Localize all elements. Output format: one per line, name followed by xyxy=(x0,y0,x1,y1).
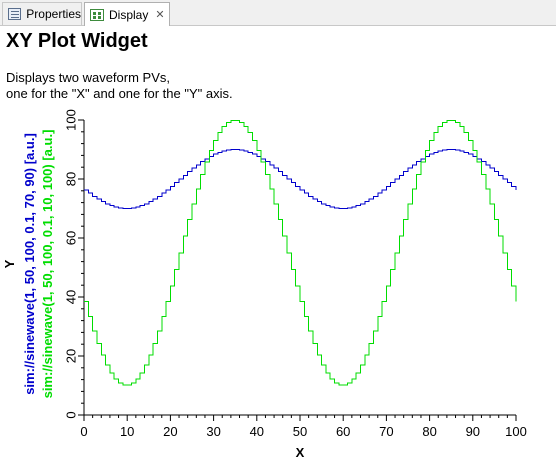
x-tick-label: 20 xyxy=(163,424,177,439)
display-icon xyxy=(90,8,104,21)
widget-description: Displays two waveform PVs, one for the "… xyxy=(6,70,233,102)
y-tick-label: 40 xyxy=(64,290,79,304)
x-axis-label: X xyxy=(296,445,305,460)
description-line-1: Displays two waveform PVs, xyxy=(6,70,170,85)
series-line-green xyxy=(84,119,517,386)
properties-icon xyxy=(8,8,22,20)
x-tick-label: 70 xyxy=(379,424,393,439)
y-axis-label: Y xyxy=(2,259,17,268)
x-tick-label: 100 xyxy=(505,424,527,439)
series-label-blue: sim://sinewave(1, 50, 100, 0.1, 70, 90) … xyxy=(22,133,37,395)
tab-properties-label: Properties xyxy=(26,7,81,21)
x-tick-label: 40 xyxy=(250,424,264,439)
tab-display-label: Display xyxy=(109,7,149,22)
series-line-blue xyxy=(84,149,517,209)
y-tick-label: 60 xyxy=(64,231,79,245)
tab-display[interactable]: Display ✕ xyxy=(84,2,170,26)
x-tick-label: 80 xyxy=(422,424,436,439)
x-tick-label: 30 xyxy=(206,424,220,439)
description-line-2: one for the "X" and one for the "Y" axis… xyxy=(6,86,233,101)
x-tick-label: 90 xyxy=(466,424,480,439)
tab-bar: Properties Display ✕ xyxy=(0,0,556,26)
y-tick-label: 100 xyxy=(64,109,79,131)
x-tick-label: 10 xyxy=(120,424,134,439)
tab-properties[interactable]: Properties xyxy=(2,2,82,25)
x-tick-label: 0 xyxy=(80,424,87,439)
y-tick-label: 20 xyxy=(64,349,79,363)
y-tick-label: 0 xyxy=(64,411,79,418)
x-tick-label: 50 xyxy=(293,424,307,439)
page-title: XY Plot Widget xyxy=(6,30,148,52)
close-icon[interactable]: ✕ xyxy=(155,9,165,21)
series-label-green: sim://sinewave(1, 50, 100, 0.1, 10, 100)… xyxy=(40,130,55,399)
y-tick-label: 80 xyxy=(64,172,79,186)
x-tick-label: 60 xyxy=(336,424,350,439)
